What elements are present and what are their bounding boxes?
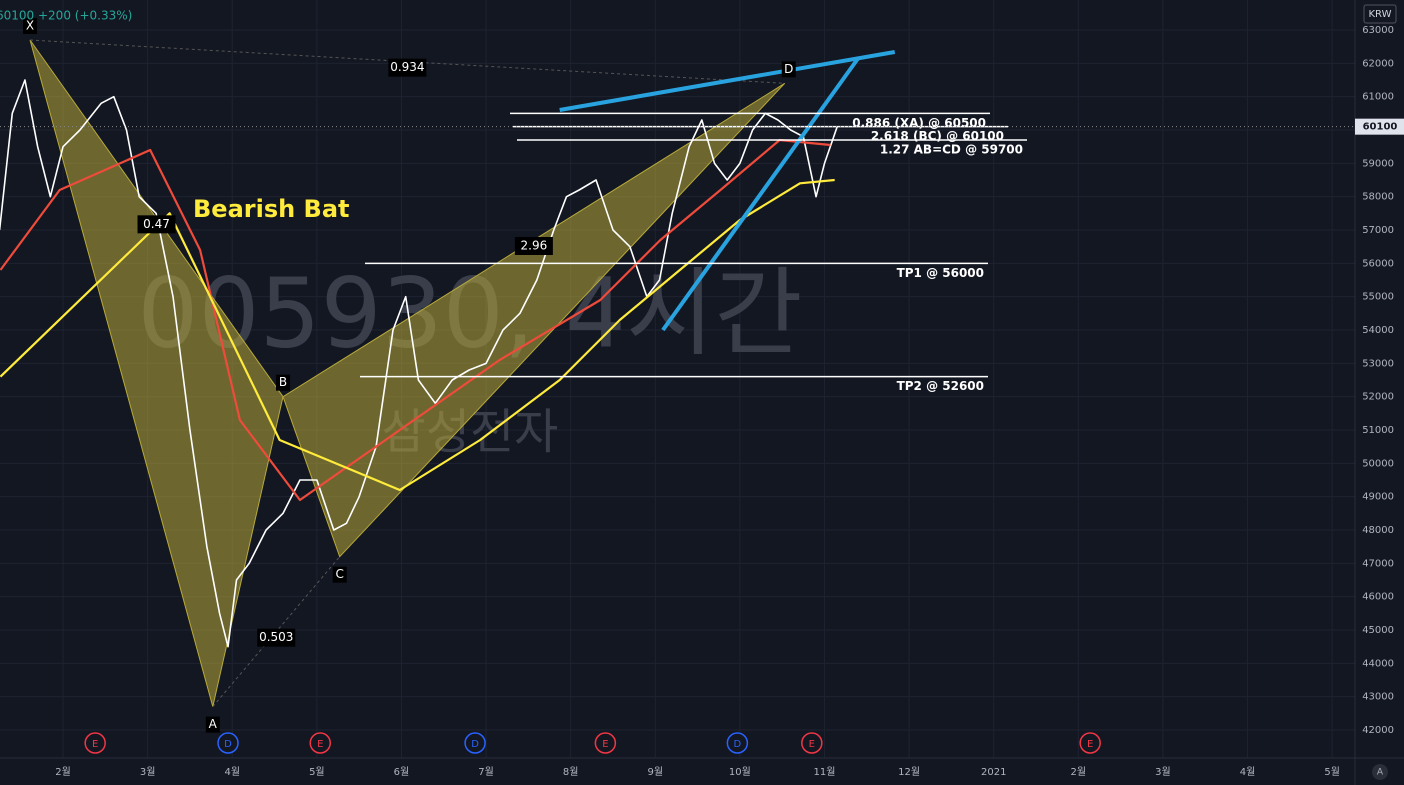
last-price-label: 60100	[1363, 122, 1398, 133]
event-marker	[464, 732, 486, 754]
x-tick-label: 8월	[563, 766, 579, 778]
x-tick-label: 11월	[814, 766, 836, 778]
x-tick-label: 5월	[1324, 766, 1340, 778]
event-marker	[801, 732, 823, 754]
trendline	[661, 56, 860, 332]
x-tick-label: 4월	[1240, 766, 1256, 778]
ratio-label: 2.96	[521, 239, 548, 253]
event-label: D	[224, 739, 232, 750]
event-label: E	[1087, 739, 1093, 750]
y-tick-label: 48000	[1362, 525, 1394, 536]
y-tick-label: 53000	[1362, 358, 1394, 369]
ratio-box	[388, 58, 427, 77]
y-tick-label: 62000	[1362, 58, 1394, 69]
pattern-point-label: X	[26, 19, 34, 33]
event-label: E	[602, 739, 608, 750]
ratio-label: 0.47	[143, 217, 170, 231]
level-label: 0.886 (XA) @ 60500	[852, 116, 986, 130]
y-tick-label: 54000	[1362, 325, 1394, 336]
y-tick-label: 42000	[1362, 725, 1394, 736]
x-tick-label: 7월	[478, 766, 494, 778]
x-tick-label: 4월	[224, 766, 240, 778]
event-label: E	[809, 739, 815, 750]
x-tick-label: 9월	[648, 766, 664, 778]
pattern-point-label: A	[209, 717, 218, 731]
currency: KRW	[1369, 9, 1392, 20]
auto-scale-button[interactable]	[1372, 764, 1388, 780]
event-marker	[217, 732, 239, 754]
auto-scale-label[interactable]: A	[1377, 768, 1384, 778]
event-marker	[1079, 732, 1101, 754]
ratio-box	[257, 628, 296, 647]
x-tick-label: 2021	[981, 767, 1006, 778]
y-tick-label: 47000	[1362, 558, 1394, 569]
last-price-box	[1355, 118, 1404, 135]
ratio-box	[137, 215, 176, 234]
level-label: TP2 @ 52600	[897, 379, 984, 393]
event-marker	[726, 732, 749, 754]
y-tick-label: 58000	[1362, 192, 1394, 203]
y-tick-label: 49000	[1362, 492, 1394, 503]
y-tick-label: 51000	[1362, 425, 1394, 436]
pattern-point-box	[23, 18, 38, 34]
y-tick-label: 45000	[1362, 625, 1394, 636]
event-marker	[309, 732, 331, 754]
ratio-label: 0.503	[259, 630, 293, 644]
x-tick-label: 5월	[309, 766, 325, 778]
x-tick-label: 10월	[729, 766, 751, 778]
y-tick-label: 61000	[1362, 92, 1394, 103]
event-marker	[594, 732, 617, 754]
level-label: 2.618 (BC) @ 60100	[871, 129, 1004, 143]
pattern-point-label: B	[279, 375, 287, 389]
x-tick-label: 2월	[55, 766, 71, 778]
x-tick-label: 2월	[1071, 766, 1087, 778]
event-label: D	[471, 739, 479, 750]
event-marker	[84, 732, 106, 754]
ratio-box	[514, 237, 553, 255]
y-tick-label: 59000	[1362, 158, 1394, 169]
event-label: D	[734, 739, 742, 750]
header-price: 60100 +200 (+0.33%)	[0, 9, 132, 23]
y-tick-label: 63000	[1362, 25, 1394, 36]
price-line	[0, 138, 831, 502]
event-label: E	[92, 739, 98, 750]
x-tick-label: 6월	[394, 766, 410, 778]
pattern-point-label: C	[336, 567, 344, 581]
pattern-point-label: D	[784, 62, 793, 76]
pattern-name: Bearish Bat	[193, 195, 350, 223]
pattern-point-box	[332, 566, 347, 583]
trendline	[559, 50, 896, 112]
price-line	[0, 178, 835, 492]
x-tick-label: 12월	[898, 766, 920, 778]
y-tick-label: 57000	[1362, 225, 1394, 236]
y-tick-label: 52000	[1362, 392, 1394, 403]
price-line	[0, 79, 838, 648]
y-tick-label: 43000	[1362, 692, 1394, 703]
ratio-label: 0.934	[390, 60, 424, 74]
y-tick-label: 50000	[1362, 458, 1394, 469]
level-label: 1.27 AB=CD @ 59700	[880, 143, 1023, 157]
x-tick-label: 3월	[140, 766, 156, 778]
y-tick-label: 44000	[1362, 658, 1394, 669]
currency-box	[1363, 4, 1397, 24]
event-label: E	[317, 739, 323, 750]
y-tick-label: 55000	[1362, 292, 1394, 303]
level-label: TP1 @ 56000	[897, 266, 984, 280]
y-tick-label: 56000	[1362, 258, 1394, 269]
pattern-point-box	[205, 716, 220, 733]
x-tick-label: 3월	[1155, 766, 1171, 778]
y-tick-label: 46000	[1362, 592, 1394, 603]
pattern-point-box	[781, 61, 796, 78]
pattern-point-box	[276, 374, 291, 391]
